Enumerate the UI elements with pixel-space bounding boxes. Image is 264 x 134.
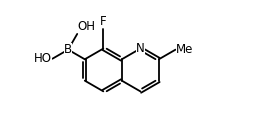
Text: HO: HO [34,52,52,65]
Text: OH: OH [78,20,96,33]
Text: N: N [136,42,145,55]
Text: Me: Me [176,43,194,56]
Text: F: F [100,15,107,28]
Text: B: B [64,43,72,56]
